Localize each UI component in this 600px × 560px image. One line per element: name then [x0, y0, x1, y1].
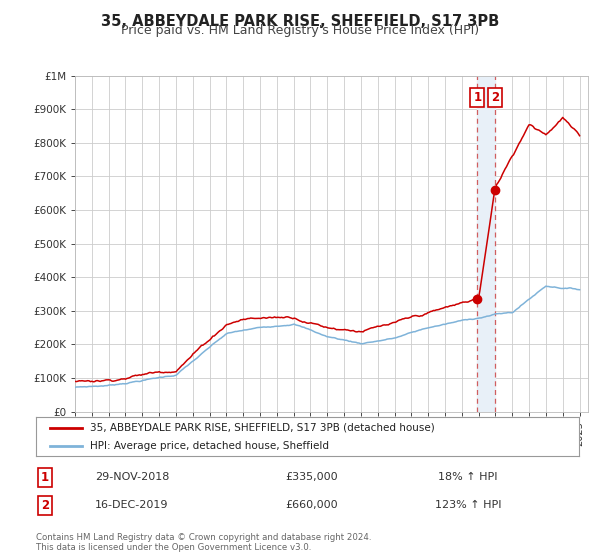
Text: 2: 2	[491, 91, 499, 104]
Text: £335,000: £335,000	[286, 472, 338, 482]
Text: Contains HM Land Registry data © Crown copyright and database right 2024.: Contains HM Land Registry data © Crown c…	[36, 533, 371, 542]
Bar	[478, 76, 495, 412]
Text: 29-NOV-2018: 29-NOV-2018	[95, 472, 169, 482]
Text: 1: 1	[41, 470, 49, 484]
Text: 18% ↑ HPI: 18% ↑ HPI	[438, 472, 498, 482]
Text: £660,000: £660,000	[286, 500, 338, 510]
Text: 2: 2	[41, 498, 49, 512]
Text: 35, ABBEYDALE PARK RISE, SHEFFIELD, S17 3PB: 35, ABBEYDALE PARK RISE, SHEFFIELD, S17 …	[101, 14, 499, 29]
Text: 16-DEC-2019: 16-DEC-2019	[95, 500, 169, 510]
Text: 123% ↑ HPI: 123% ↑ HPI	[435, 500, 501, 510]
Text: This data is licensed under the Open Government Licence v3.0.: This data is licensed under the Open Gov…	[36, 543, 311, 552]
Text: 1: 1	[473, 91, 481, 104]
Text: Price paid vs. HM Land Registry's House Price Index (HPI): Price paid vs. HM Land Registry's House …	[121, 24, 479, 37]
Text: 35, ABBEYDALE PARK RISE, SHEFFIELD, S17 3PB (detached house): 35, ABBEYDALE PARK RISE, SHEFFIELD, S17 …	[91, 423, 435, 433]
Text: HPI: Average price, detached house, Sheffield: HPI: Average price, detached house, Shef…	[91, 441, 329, 451]
